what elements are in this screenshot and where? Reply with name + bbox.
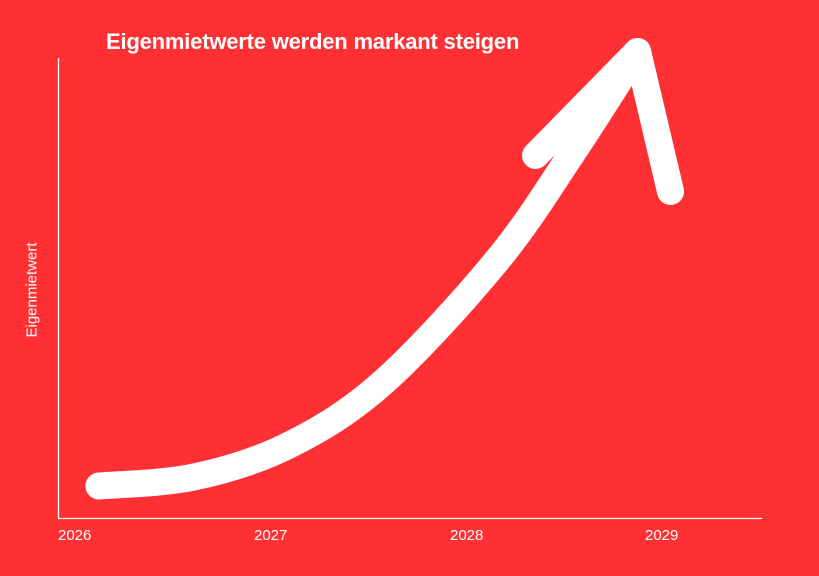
- x-tick-label-2028: 2028: [450, 527, 483, 544]
- x-tick-label-2026: 2026: [58, 527, 91, 544]
- x-tick-labels: 2026 2027 2028 2029: [58, 527, 678, 544]
- growth-arrow-head: [522, 37, 685, 205]
- x-tick-label-2029: 2029: [645, 527, 678, 544]
- chart-title: Eigenmietwerte werden markant steigen: [106, 29, 520, 54]
- growth-arrow-curve: [85, 38, 652, 500]
- x-tick-label-2027: 2027: [254, 527, 287, 544]
